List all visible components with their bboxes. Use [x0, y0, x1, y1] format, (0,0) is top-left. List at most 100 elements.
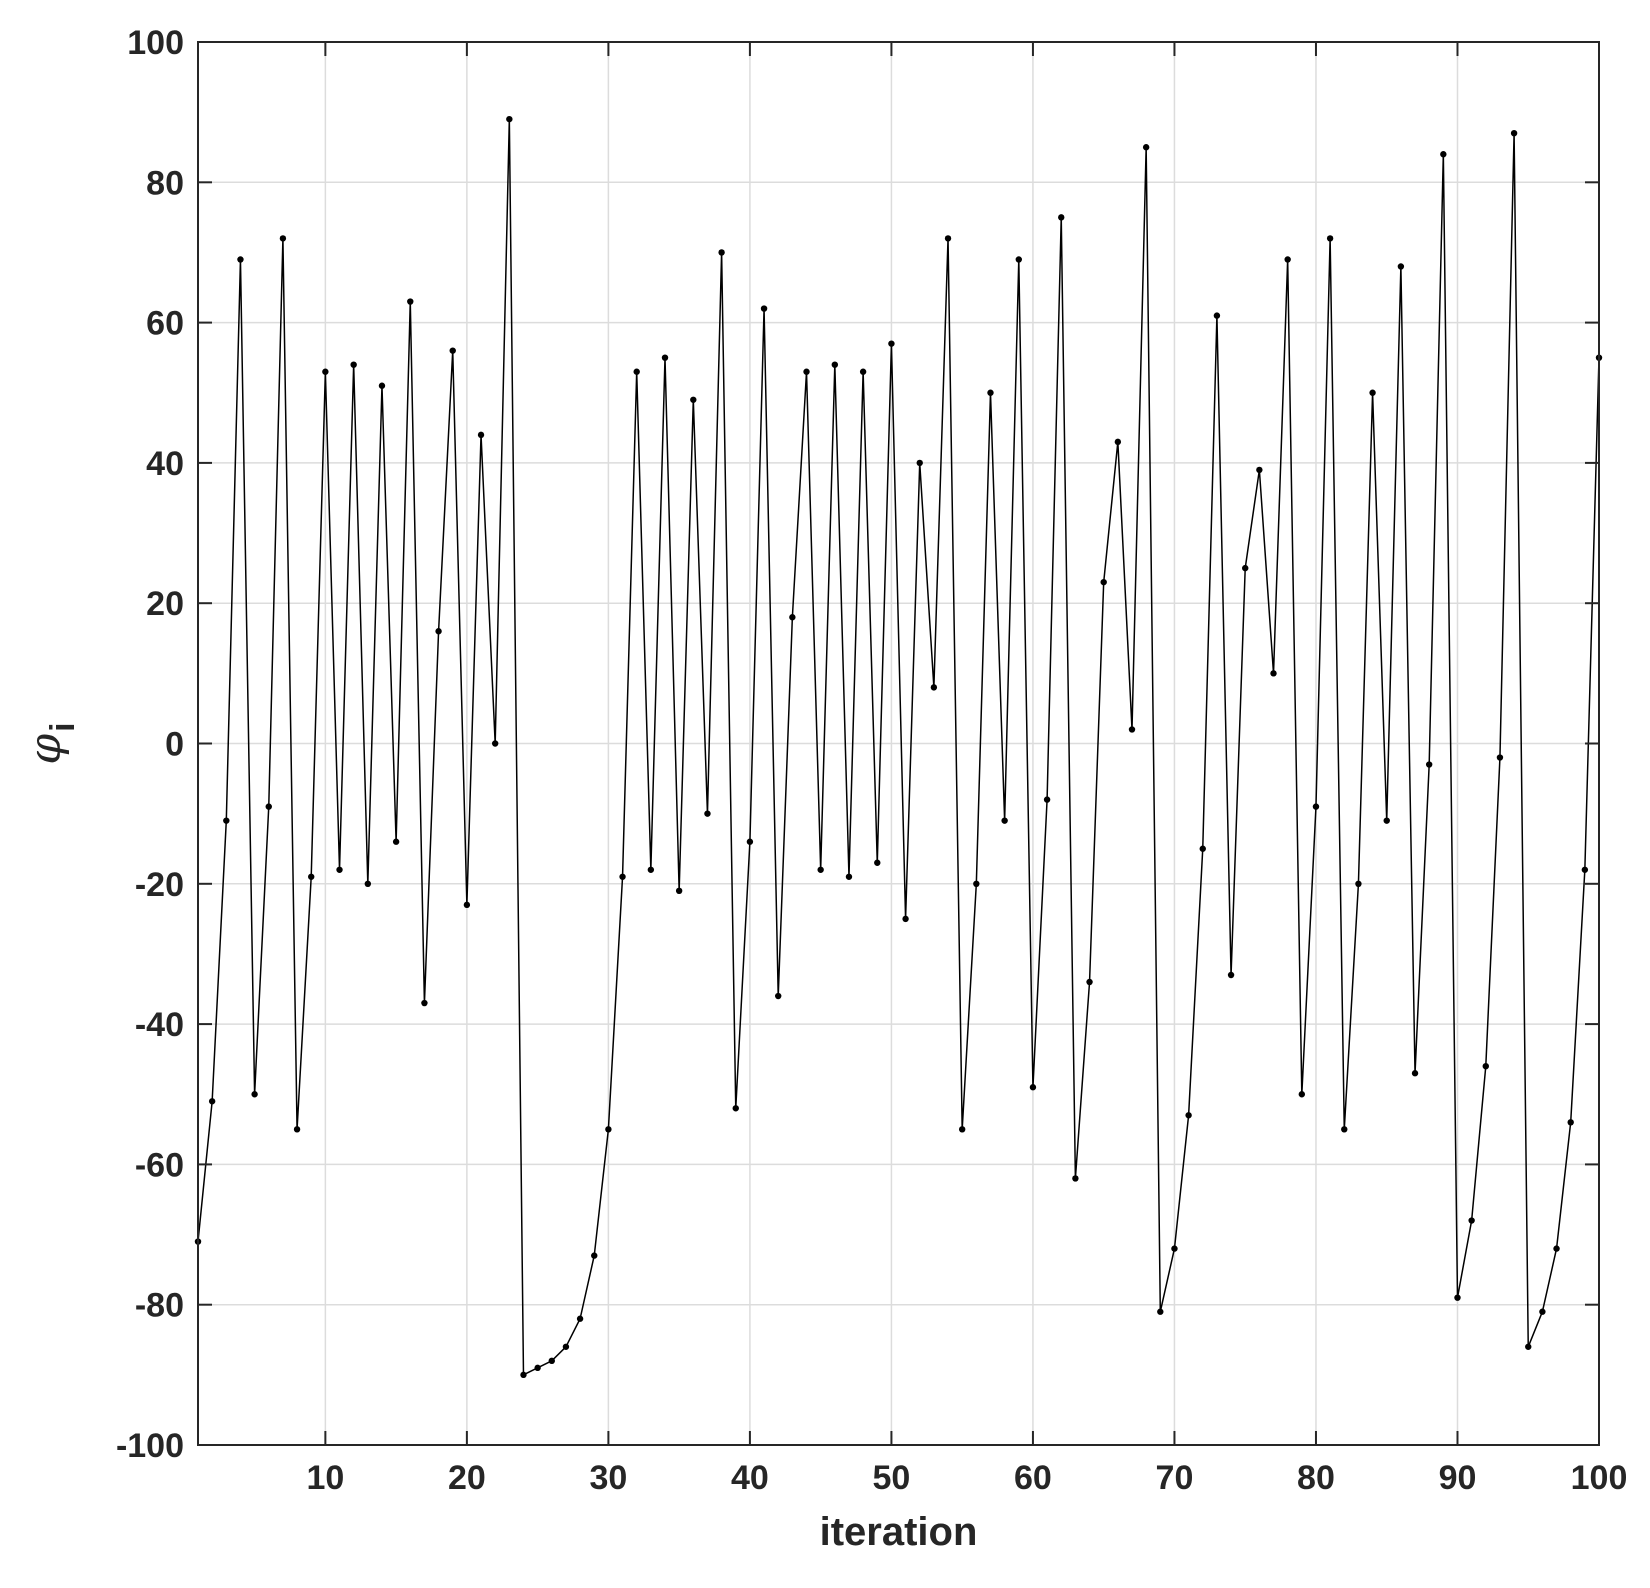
data-point — [1355, 880, 1362, 887]
data-point — [1058, 214, 1065, 221]
data-point — [520, 1371, 527, 1379]
data-point — [1043, 796, 1051, 803]
y-tick-labels: -100 -80 -60 -40 -20 0 20 40 60 80 100 — [116, 24, 184, 1465]
data-point — [647, 866, 655, 873]
data-point — [690, 396, 697, 403]
data-point — [1142, 144, 1150, 151]
x-tick-label: 20 — [448, 1459, 486, 1497]
data-point — [308, 873, 315, 880]
data-point — [1284, 256, 1291, 263]
data-point — [987, 389, 994, 396]
data-point — [1227, 971, 1235, 979]
data-point — [208, 1098, 216, 1105]
data-point — [591, 1252, 598, 1259]
x-tick-label: 10 — [306, 1459, 344, 1497]
data-point — [364, 880, 372, 887]
data-point — [336, 866, 343, 873]
y-tick-label: -20 — [135, 866, 184, 904]
data-point — [1341, 1126, 1348, 1133]
data-point — [1496, 754, 1504, 761]
series-group — [194, 115, 1603, 1379]
data-point — [1510, 129, 1518, 137]
x-tick-label: 70 — [1156, 1459, 1194, 1497]
y-tick-label: 40 — [146, 445, 184, 483]
data-point — [1312, 803, 1320, 810]
data-point — [831, 361, 839, 368]
y-tick-label: 0 — [165, 726, 184, 764]
y-tick-label: 100 — [127, 24, 184, 62]
data-point — [1242, 564, 1249, 572]
x-tick-label: 50 — [873, 1459, 911, 1497]
y-axis-label-symbol: φ — [20, 734, 71, 765]
data-point — [378, 382, 386, 389]
x-tick-label: 90 — [1439, 1459, 1477, 1497]
data-point — [803, 368, 810, 375]
data-point — [1086, 978, 1093, 986]
data-point — [888, 340, 895, 347]
data-point — [1100, 578, 1107, 586]
y-tick-label: -40 — [135, 1006, 184, 1044]
data-point — [817, 866, 824, 873]
data-point — [775, 992, 782, 1000]
data-point — [449, 347, 456, 354]
data-point — [1440, 151, 1447, 158]
data-point — [1114, 438, 1122, 446]
tick-marks — [198, 41, 1600, 1446]
data-point — [350, 361, 357, 368]
data-point — [1411, 1070, 1419, 1077]
data-point — [1256, 466, 1263, 474]
data-point — [407, 298, 414, 305]
data-point — [223, 817, 230, 824]
y-tick-label: 60 — [146, 305, 184, 343]
data-point — [534, 1364, 541, 1372]
data-point — [1128, 726, 1136, 733]
data-point — [944, 235, 952, 242]
data-point — [576, 1315, 584, 1322]
data-point — [859, 368, 867, 375]
data-point — [1553, 1245, 1560, 1252]
y-tick-label: -60 — [135, 1146, 184, 1184]
data-point — [1072, 1175, 1079, 1182]
data-point — [1454, 1294, 1461, 1301]
data-point — [1539, 1308, 1546, 1315]
data-point — [789, 614, 796, 621]
data-point — [916, 459, 923, 467]
data-point — [973, 880, 980, 887]
data-point — [1029, 1084, 1037, 1091]
data-point — [1482, 1062, 1489, 1070]
data-point — [251, 1091, 258, 1098]
data-point — [718, 249, 725, 256]
y-axis-label-subscript: i — [44, 722, 82, 731]
y-tick-label: -80 — [135, 1287, 184, 1325]
data-point — [1383, 817, 1390, 824]
data-point — [237, 256, 244, 263]
x-tick-labels: 10 20 30 40 50 60 70 80 90 100 — [306, 1459, 1627, 1497]
x-tick-label: 30 — [589, 1459, 627, 1497]
data-point — [279, 235, 287, 242]
data-point — [1525, 1343, 1532, 1350]
data-point — [1298, 1091, 1306, 1098]
data-point — [1015, 256, 1022, 263]
data-point — [1185, 1112, 1192, 1119]
x-tick-label: 100 — [1571, 1459, 1628, 1497]
data-point — [1397, 263, 1405, 270]
data-point — [1001, 817, 1008, 824]
data-point — [633, 368, 640, 375]
data-point — [421, 999, 428, 1007]
data-point — [477, 431, 485, 439]
data-point — [265, 803, 272, 810]
x-tick-label: 60 — [1014, 1459, 1052, 1497]
data-point — [392, 838, 400, 845]
data-point — [930, 684, 938, 691]
data-point — [548, 1357, 555, 1365]
data-point — [1567, 1119, 1574, 1126]
data-point — [506, 115, 513, 123]
data-point — [746, 838, 754, 845]
data-point — [562, 1343, 570, 1350]
series-line — [197, 118, 1600, 1376]
data-point — [874, 859, 881, 866]
y-axis-label: φi — [20, 722, 82, 764]
x-axis-label: iteration — [820, 1510, 978, 1554]
data-point — [1171, 1245, 1178, 1252]
